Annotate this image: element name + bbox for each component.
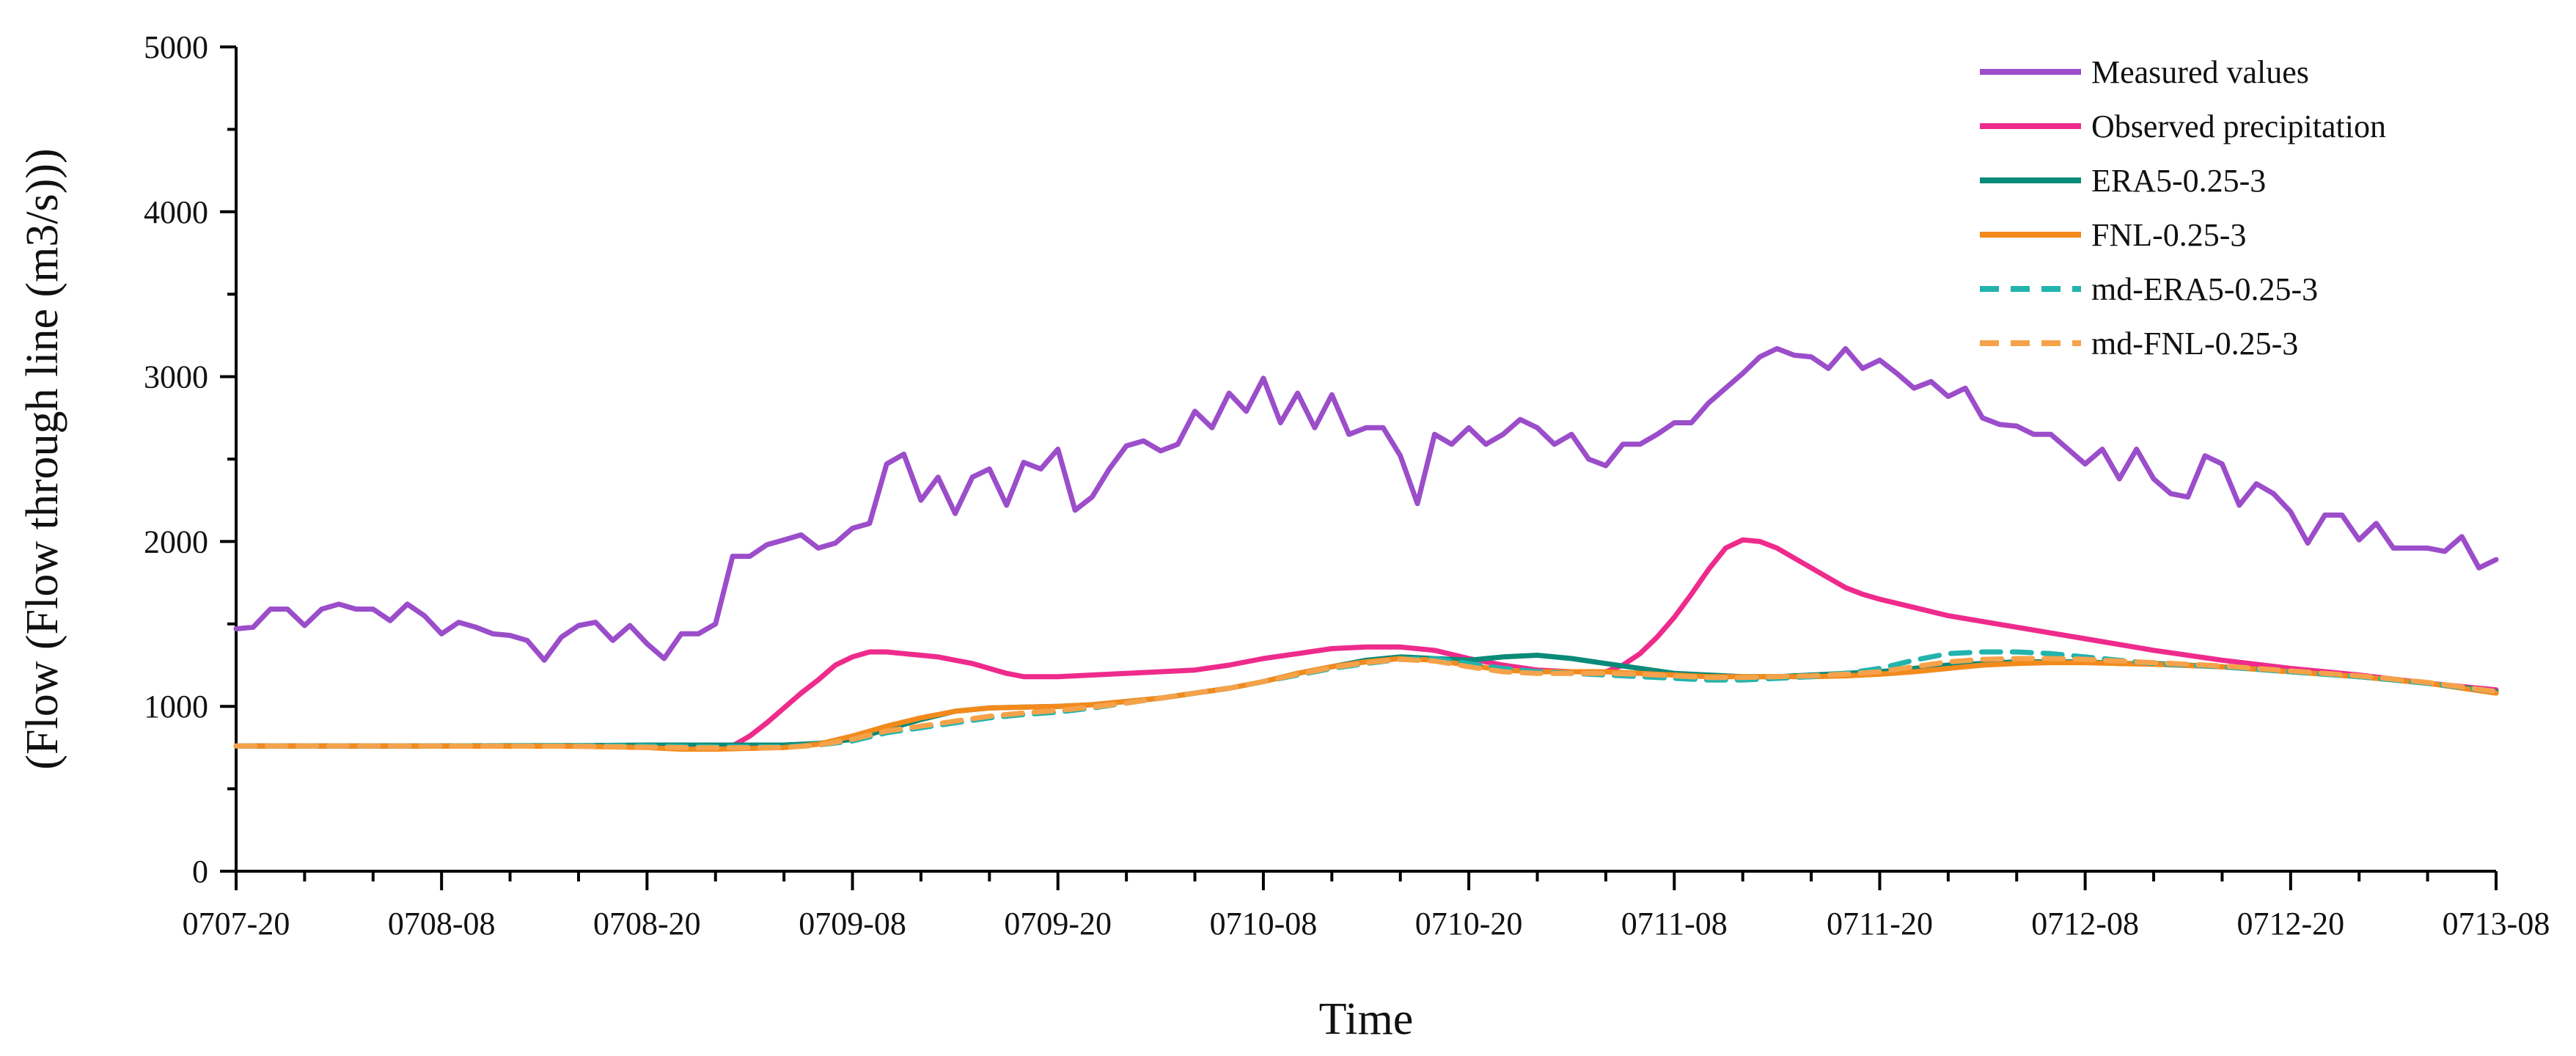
y-axis-title: (Flow (Flow through line (m3/s))) [18,148,67,769]
legend-label: Measured values [2091,54,2309,90]
y-tick-label: 0 [192,854,208,890]
series-line-observed-precipitation [233,537,2499,751]
x-axis-title: Time [1319,994,1414,1044]
x-tick-label: 0709-20 [1004,906,1112,942]
x-tick-label: 0712-08 [2031,906,2139,942]
legend-label: md-FNL-0.25-3 [2091,326,2298,362]
legend-label: Observed precipitation [2091,109,2386,144]
x-tick-label: 0710-08 [1210,906,1318,942]
y-ticks: 0 1000 2000 3000 4000 5000 [144,29,236,890]
x-tick-label: 0708-08 [388,906,496,942]
y-tick-label: 4000 [144,194,208,230]
y-tick-label: 5000 [144,29,208,65]
series-line-md-fnl-0-25-3 [233,656,2499,751]
x-tick-label: 0713-08 [2443,906,2550,942]
x-tick-label: 0709-08 [799,906,906,942]
x-tick-label: 0711-08 [1621,906,1728,942]
x-tick-label: 0712-20 [2236,906,2344,942]
series-line-measured-values [233,345,2499,663]
legend-label: FNL-0.25-3 [2091,217,2246,253]
y-tick-label: 3000 [144,359,208,395]
series-line-era5-0-25-3 [233,653,2499,749]
x-ticks: 0707-20 0708-08 0708-20 0709-08 0709-20 0710-… [183,871,2550,942]
legend-label: ERA5-0.25-3 [2091,163,2266,199]
series-line-fnl-0-25-3 [233,656,2499,752]
series-layer [233,345,2499,752]
y-tick-label: 2000 [144,524,208,560]
legend: Measured values Observed precipitation ERA… [1980,54,2386,362]
x-tick-label: 0708-20 [593,906,701,942]
x-tick-label: 0707-20 [183,906,290,942]
x-tick-label: 0710-20 [1415,906,1523,942]
x-tick-label: 0711-20 [1827,906,1933,942]
legend-label: md-ERA5-0.25-3 [2091,271,2318,307]
y-tick-label: 1000 [144,689,208,725]
